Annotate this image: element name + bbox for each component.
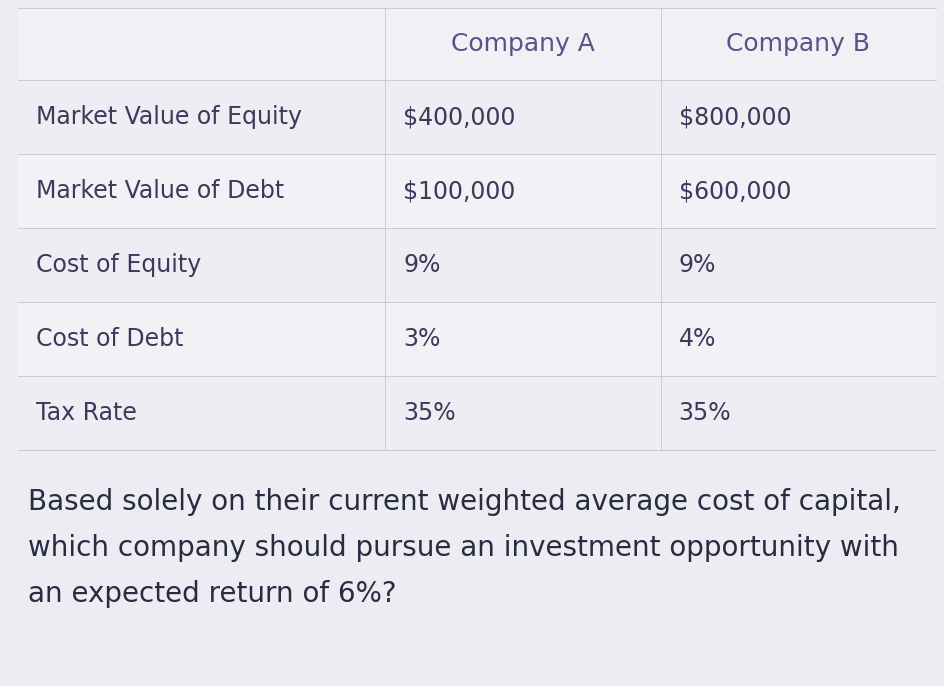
Bar <box>18 8 936 450</box>
Bar <box>18 376 936 450</box>
Bar <box>18 302 936 376</box>
Text: 35%: 35% <box>403 401 456 425</box>
Text: 9%: 9% <box>679 253 716 277</box>
Text: $800,000: $800,000 <box>679 105 791 129</box>
Text: 35%: 35% <box>679 401 732 425</box>
Text: 3%: 3% <box>403 327 441 351</box>
Text: Tax Rate: Tax Rate <box>36 401 137 425</box>
Text: Cost of Equity: Cost of Equity <box>36 253 201 277</box>
Text: Market Value of Equity: Market Value of Equity <box>36 105 302 129</box>
Text: 4%: 4% <box>679 327 716 351</box>
Text: $400,000: $400,000 <box>403 105 515 129</box>
Bar <box>18 228 936 302</box>
Text: an expected return of 6%?: an expected return of 6%? <box>28 580 396 608</box>
Bar <box>18 154 936 228</box>
Text: Company B: Company B <box>726 32 870 56</box>
Text: $100,000: $100,000 <box>403 179 515 203</box>
Text: Market Value of Debt: Market Value of Debt <box>36 179 284 203</box>
Bar <box>18 80 936 154</box>
Text: Cost of Debt: Cost of Debt <box>36 327 183 351</box>
Text: $600,000: $600,000 <box>679 179 791 203</box>
Text: 9%: 9% <box>403 253 441 277</box>
Text: which company should pursue an investment opportunity with: which company should pursue an investmen… <box>28 534 899 562</box>
Text: Based solely on their current weighted average cost of capital,: Based solely on their current weighted a… <box>28 488 901 516</box>
Text: Company A: Company A <box>451 32 595 56</box>
